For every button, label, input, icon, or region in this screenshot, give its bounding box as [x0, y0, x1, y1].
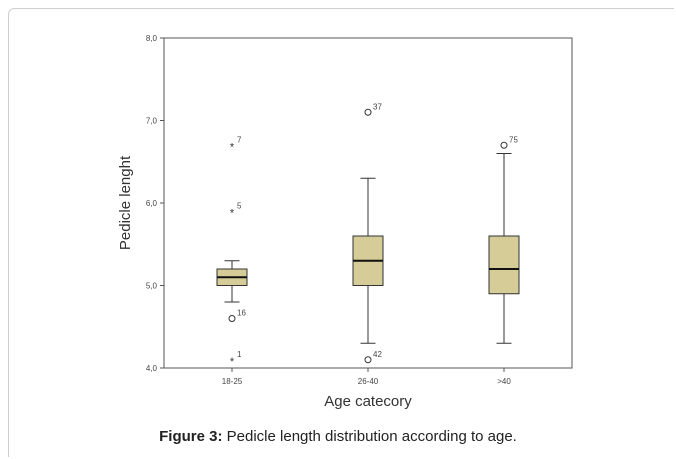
y-tick-label: 8,0	[146, 34, 158, 43]
y-tick-label: 4,0	[146, 364, 158, 373]
outlier-point	[364, 108, 372, 116]
caption-label: Figure 3:	[159, 428, 223, 445]
outlier-point	[228, 315, 236, 322]
x-tick-label: >40	[497, 377, 511, 386]
outlier-label: 37	[373, 102, 382, 111]
outlier-point	[500, 141, 508, 149]
y-tick-label: 7,0	[146, 117, 158, 126]
extreme-point: *	[230, 356, 235, 368]
x-tick-label: 18-25	[222, 377, 243, 386]
outlier-label: 42	[373, 350, 382, 359]
chart-container: 4,0 5,0 6,0 7,0 8,0 Pedicle lenght 18-25 * 7 * 5 16…	[112, 28, 594, 422]
extreme-point: *	[230, 141, 235, 153]
y-tick-label: 6,0	[146, 199, 158, 208]
extreme-point: *	[230, 207, 235, 219]
outlier-label: 5	[237, 201, 242, 210]
y-tick-label: 5,0	[146, 282, 158, 291]
outlier-label: 75	[509, 135, 518, 144]
outlier-label: 7	[237, 135, 242, 144]
x-axis-label: Age catecory	[324, 393, 412, 410]
figure-caption: Figure 3: Pedicle length distribution ac…	[0, 428, 676, 445]
caption-text: Pedicle length distribution according to…	[226, 428, 517, 445]
box	[488, 235, 520, 295]
y-axis-label: Pedicle lenght	[117, 155, 134, 250]
outlier-label: 16	[237, 309, 246, 318]
outlier-label: 1	[237, 350, 242, 359]
outlier-point	[364, 356, 372, 364]
figure-frame	[8, 8, 674, 457]
x-tick-label: 26-40	[358, 377, 379, 386]
